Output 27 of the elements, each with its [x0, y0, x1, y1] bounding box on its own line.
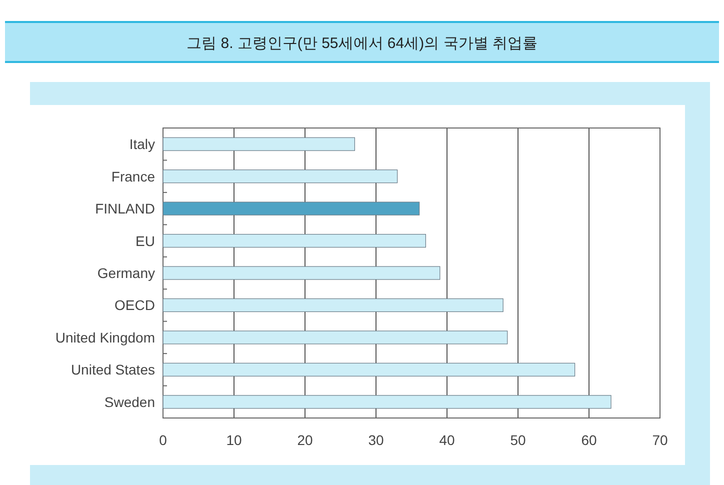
y-tick-label: Sweden: [104, 394, 155, 410]
bar: [162, 170, 398, 184]
bar: [162, 395, 612, 409]
x-tick-label: 20: [297, 432, 313, 448]
bar: [162, 266, 440, 280]
y-tick-label: Germany: [97, 265, 155, 281]
y-tick-label: Italy: [129, 136, 155, 152]
bar: [162, 298, 504, 312]
bar: [162, 362, 576, 376]
y-tick-label: United States: [70, 362, 155, 378]
y-tick-label: EU: [136, 232, 155, 249]
bar: [162, 234, 426, 248]
bar: [162, 330, 508, 344]
x-tick-label: 40: [439, 432, 455, 448]
bar: [162, 202, 420, 216]
y-tick-label: OECD: [114, 297, 155, 314]
x-tick-label: 0: [159, 432, 168, 448]
y-tick-label: United Kingdom: [55, 329, 155, 346]
x-tick-label: 50: [510, 432, 526, 448]
bar: [162, 137, 355, 151]
y-tick-label: France: [111, 168, 156, 184]
x-tick-label: 10: [226, 432, 242, 448]
y-tick-label: FINLAND: [95, 200, 155, 217]
x-tick-label: 30: [368, 432, 384, 448]
chart-title: 그림 8. 고령인구(만 55세에서 64세)의 국가별 취업률: [186, 35, 538, 52]
x-tick-label: 60: [581, 432, 597, 448]
x-tick-label: 70: [652, 432, 668, 448]
